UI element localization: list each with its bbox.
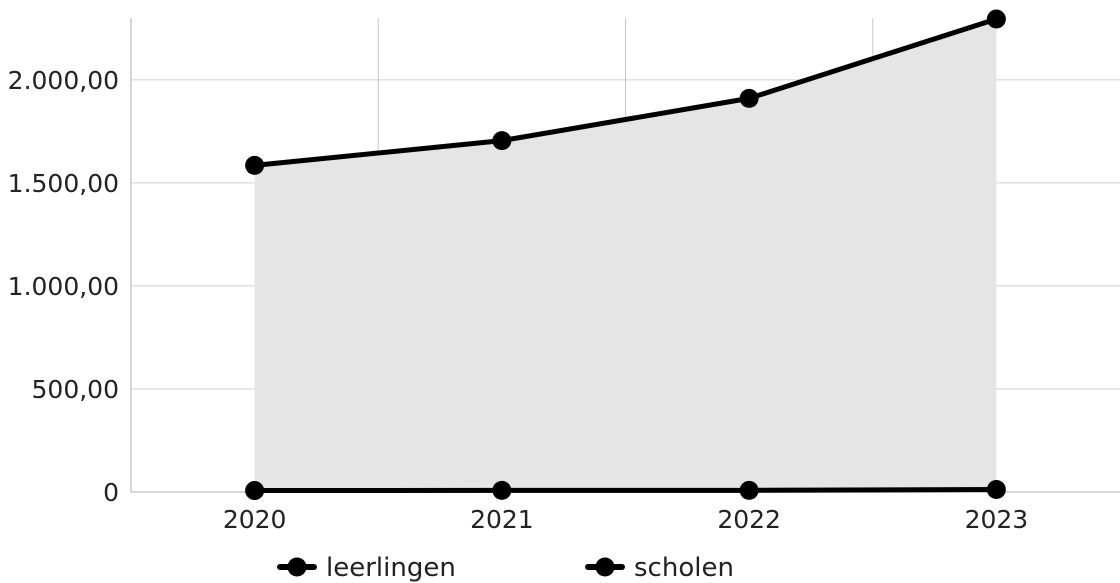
area-leerlingen: [254, 19, 997, 493]
point-scholen-2023: [986, 480, 1006, 500]
y-tick-label: 500,00: [32, 375, 119, 404]
legend-label-leerlingen: leerlingen: [326, 553, 456, 583]
point-scholen-2022: [739, 480, 759, 500]
y-tick-label: 0: [103, 478, 119, 507]
x-tick-label: 2021: [470, 505, 534, 534]
point-scholen-2021: [492, 480, 512, 500]
line-scholen: [252, 487, 999, 494]
point-leerlingen-2023: [986, 9, 1006, 29]
point-scholen-2020: [245, 481, 265, 501]
legend-label-scholen: scholen: [634, 553, 734, 583]
y-tick-label: 1.000,00: [8, 272, 119, 301]
x-tick-label: 2023: [965, 505, 1029, 534]
y-tick-label: 2.000,00: [8, 66, 119, 95]
x-tick-label: 2022: [717, 505, 781, 534]
legend-swatch-marker: [595, 557, 615, 577]
series-lines: [252, 16, 999, 494]
line-leerlingen: [252, 16, 999, 168]
legend: leerlingen scholen: [277, 553, 734, 583]
point-leerlingen-2021: [492, 131, 512, 151]
tick-labels: 0 500,00 1.000,00 1.500,00 2.000,00 2020 2021 2…: [8, 66, 1029, 534]
legend-swatch-marker: [287, 557, 307, 577]
point-leerlingen-2022: [739, 88, 759, 108]
x-tick-label: 2020: [223, 505, 287, 534]
point-leerlingen-2020: [245, 155, 265, 175]
y-tick-label: 1.500,00: [8, 169, 119, 198]
series-points: [245, 9, 1006, 501]
